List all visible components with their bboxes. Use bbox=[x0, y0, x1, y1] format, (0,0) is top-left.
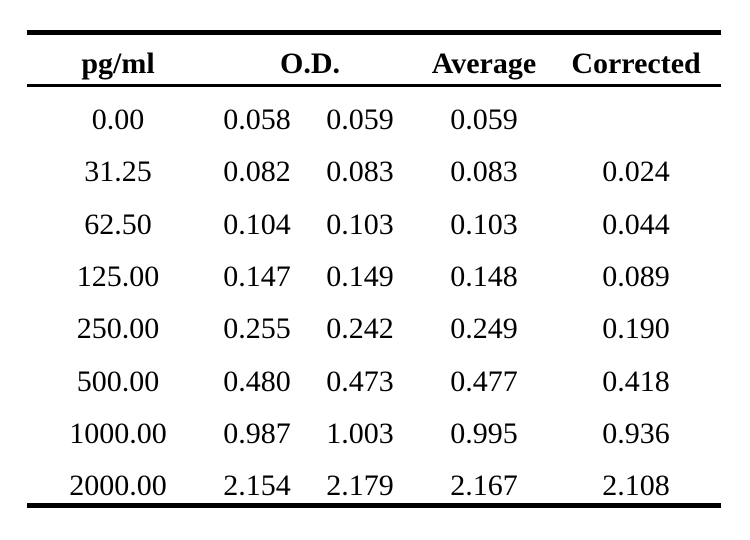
cell-average: 0.103 bbox=[450, 207, 518, 241]
bottom-rule bbox=[27, 503, 721, 508]
cell-corrected: 0.190 bbox=[602, 312, 670, 346]
cell-od2: 2.179 bbox=[326, 469, 394, 503]
cell-od1: 2.154 bbox=[223, 469, 291, 503]
cell-od1: 0.104 bbox=[223, 207, 291, 241]
cell-concentration: 125.00 bbox=[76, 259, 160, 293]
top-rule bbox=[27, 30, 721, 35]
cell-concentration: 62.50 bbox=[84, 207, 152, 241]
cell-average: 2.167 bbox=[450, 469, 518, 503]
cell-corrected: 0.418 bbox=[602, 364, 670, 398]
cell-od2: 0.242 bbox=[326, 312, 394, 346]
cell-od1: 0.058 bbox=[223, 103, 291, 136]
cell-concentration: 500.00 bbox=[76, 364, 160, 398]
cell-od1: 0.147 bbox=[223, 259, 291, 293]
cell-average: 0.995 bbox=[450, 416, 518, 450]
cell-average: 0.148 bbox=[450, 259, 518, 293]
header-corrected: Corrected bbox=[571, 47, 701, 80]
cell-concentration: 0.00 bbox=[91, 103, 145, 136]
cell-corrected: 0.024 bbox=[602, 155, 670, 189]
cell-od2: 0.083 bbox=[326, 155, 394, 189]
cell-concentration: 250.00 bbox=[76, 312, 160, 346]
cell-od1: 0.987 bbox=[223, 416, 291, 450]
header-rule bbox=[27, 84, 721, 87]
header-od: O.D. bbox=[280, 47, 340, 80]
cell-od2: 0.103 bbox=[326, 207, 394, 241]
cell-od2: 1.003 bbox=[326, 416, 394, 450]
cell-od1: 0.480 bbox=[223, 364, 291, 398]
cell-corrected: 0.089 bbox=[602, 259, 670, 293]
cell-concentration: 31.25 bbox=[84, 155, 152, 189]
cell-od2: 0.473 bbox=[326, 364, 394, 398]
cell-od2: 0.059 bbox=[326, 103, 394, 136]
cell-corrected: 0.044 bbox=[602, 207, 670, 241]
cell-concentration: 1000.00 bbox=[69, 416, 167, 450]
header-average: Average bbox=[431, 47, 537, 80]
cell-corrected: 2.108 bbox=[602, 469, 670, 503]
cell-corrected: 0.936 bbox=[602, 416, 670, 450]
cell-concentration: 2000.00 bbox=[69, 469, 167, 503]
header-concentration: pg/ml bbox=[81, 47, 155, 80]
cell-average: 0.059 bbox=[450, 103, 518, 136]
cell-od2: 0.149 bbox=[326, 259, 394, 293]
cell-od1: 0.255 bbox=[223, 312, 291, 346]
cell-average: 0.477 bbox=[450, 364, 518, 398]
cell-od1: 0.082 bbox=[223, 155, 291, 189]
cell-average: 0.083 bbox=[450, 155, 518, 189]
cell-average: 0.249 bbox=[450, 312, 518, 346]
